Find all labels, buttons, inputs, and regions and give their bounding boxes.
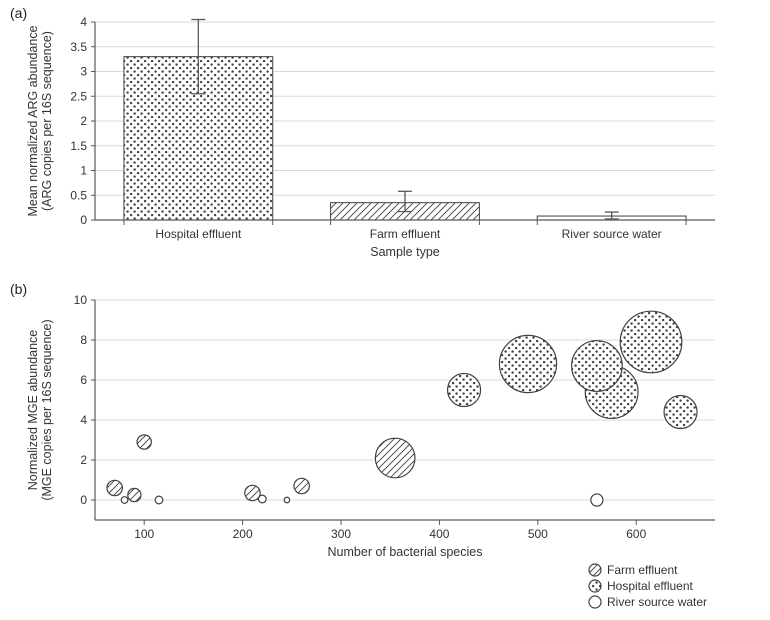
ytick-label: 1 (80, 164, 87, 178)
ytick-label: 0.5 (70, 188, 87, 202)
bubble-point (499, 335, 556, 392)
bubble-point (155, 496, 163, 504)
bubble-point (258, 495, 266, 503)
x-axis-title-b: Number of bacterial species (328, 545, 483, 559)
ytick-label: 3 (80, 65, 87, 79)
legend-label: Farm effluent (607, 563, 678, 577)
legend-marker (589, 596, 601, 608)
bubble-point (620, 311, 682, 373)
y-axis-title-b: Normalized MGE abundance(MGE copies per … (26, 319, 54, 500)
ytick-label: 4 (80, 15, 87, 29)
bubble-point (294, 478, 309, 493)
y-axis-title-a: Mean normalized ARG abundance(ARG copies… (26, 25, 54, 216)
bubble-point (375, 438, 415, 478)
category-label: Farm effluent (370, 227, 441, 241)
bubble-point (107, 480, 122, 495)
legend-label: River source water (607, 595, 707, 609)
legend-marker (589, 564, 601, 576)
ytick-label: 6 (80, 373, 87, 387)
bubble-point (245, 485, 260, 500)
xtick-label: 300 (331, 527, 351, 541)
bubble-point (448, 374, 481, 407)
xtick-label: 500 (528, 527, 548, 541)
bubble-point (128, 488, 141, 501)
xtick-label: 100 (134, 527, 154, 541)
ytick-label: 0 (80, 213, 87, 227)
category-label: Hospital effluent (155, 227, 242, 241)
category-label: River source water (562, 227, 662, 241)
bubble-point (572, 341, 623, 392)
panel-b-label: (b) (10, 281, 27, 297)
ytick-label: 0 (80, 493, 87, 507)
ytick-label: 4 (80, 413, 87, 427)
legend-marker (589, 580, 601, 592)
ytick-label: 2 (80, 114, 87, 128)
ytick-label: 2 (80, 453, 87, 467)
ytick-label: 1.5 (70, 139, 87, 153)
x-axis-title-a: Sample type (370, 245, 440, 259)
xtick-label: 400 (429, 527, 449, 541)
ytick-label: 2.5 (70, 89, 87, 103)
panel-a-label: (a) (10, 5, 27, 21)
bubble-point (137, 435, 151, 449)
bubble-point (121, 497, 128, 504)
bubble-point (591, 494, 603, 506)
xtick-label: 600 (626, 527, 646, 541)
ytick-label: 8 (80, 333, 87, 347)
bubble-point (664, 396, 697, 429)
ytick-label: 10 (74, 293, 88, 307)
ytick-label: 3.5 (70, 40, 87, 54)
legend-label: Hospital effluent (607, 579, 694, 593)
bubble-point (284, 497, 290, 503)
xtick-label: 200 (233, 527, 253, 541)
